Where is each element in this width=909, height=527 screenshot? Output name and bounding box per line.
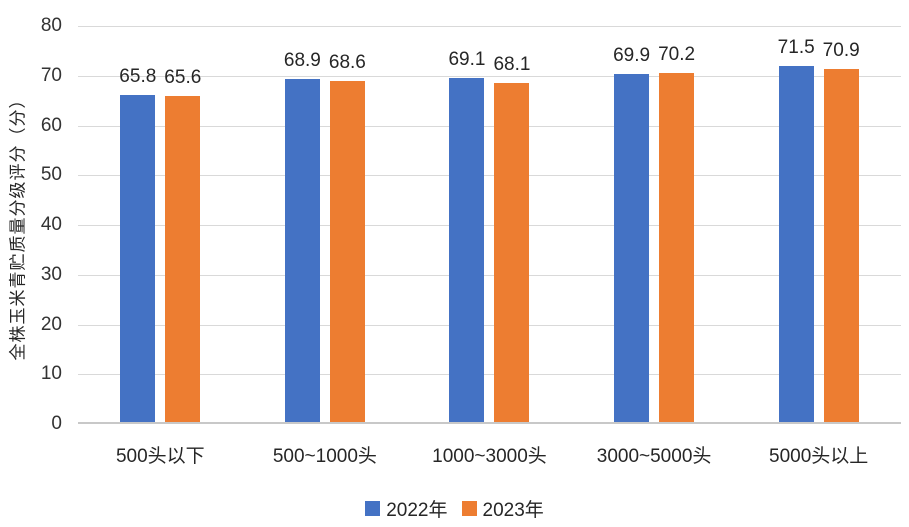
y-tick-label: 20 [40, 313, 62, 335]
gridline [78, 125, 901, 127]
y-tick-label: 70 [40, 64, 62, 86]
bar-value-label: 65.6 [164, 66, 202, 88]
y-tick-label: 60 [40, 114, 62, 136]
legend-item: 2023年 [461, 495, 544, 522]
bar-group: 68.9 68.6 [243, 26, 408, 422]
bar-value-label: 69.9 [613, 45, 651, 67]
bar [449, 78, 485, 422]
bar [494, 83, 530, 422]
x-category-label: 3000~5000头 [596, 446, 712, 467]
gridline [78, 374, 901, 376]
legend-item: 2022年 [365, 495, 448, 522]
plot-area: 65.8 65.6 68.9 68.6 69.1 68.1 69.9 70.2 71.5 70.9 [78, 26, 901, 424]
bar [284, 79, 320, 422]
x-category-label: 1000~3000头 [432, 446, 547, 467]
y-tick-label: 50 [40, 164, 62, 186]
bar [659, 72, 695, 422]
bar [823, 69, 859, 422]
bar-2023年: 68.1 [493, 54, 530, 422]
gridline [78, 274, 901, 276]
bar-value-label: 68.6 [328, 51, 366, 73]
y-tick-label: 40 [40, 214, 62, 235]
bar-2023年: 70.2 [658, 44, 695, 422]
bar-value-label: 68.9 [283, 50, 321, 72]
bar-value-label: 68.1 [493, 54, 531, 76]
x-category-label: 500头以下 [115, 446, 205, 467]
bar-value-label: 71.5 [777, 37, 815, 59]
legend-swatch-icon [365, 501, 381, 516]
legend: 2022年 2023年 [0, 495, 909, 522]
legend-swatch-icon [461, 501, 477, 516]
bar-value-label: 65.8 [119, 65, 157, 87]
bar [778, 66, 814, 422]
bar-2022年: 69.9 [613, 45, 650, 422]
bar-2022年: 69.1 [448, 49, 485, 422]
bar-2022年: 71.5 [778, 37, 815, 422]
x-category-label: 5000头以上 [769, 446, 869, 467]
gridline [78, 324, 901, 326]
bar [165, 95, 201, 422]
bar [120, 94, 156, 422]
bar-group: 69.9 70.2 [572, 26, 737, 422]
bar-value-label: 70.2 [658, 43, 696, 65]
bar-2022年: 65.8 [119, 66, 156, 422]
bar-group: 69.1 68.1 [407, 26, 572, 422]
x-category-label: 500~1000头 [272, 446, 377, 467]
gridline [78, 175, 901, 177]
gridline [78, 75, 901, 77]
bar-value-label: 69.1 [448, 49, 486, 71]
y-tick-label: 80 [40, 15, 62, 36]
y-tick-label: 0 [51, 413, 62, 434]
bar [329, 80, 365, 422]
bar-group: 65.8 65.6 [78, 26, 243, 422]
bar [614, 74, 650, 422]
bar-value-label: 70.9 [822, 40, 860, 62]
x-axis-labels: 500头以下 500~1000头 1000~3000头 3000~5000头 5000头… [78, 441, 901, 468]
legend-label: 2023年 [482, 500, 544, 521]
legend-label: 2022年 [386, 500, 448, 521]
y-axis-ticks: 0 10 20 30 40 50 60 70 80 [0, 15, 64, 434]
bar-groups: 65.8 65.6 68.9 68.6 69.1 68.1 69.9 70.2 71.5 70.9 [78, 26, 901, 422]
bar-2023年: 65.6 [164, 67, 201, 422]
gridline [78, 26, 901, 27]
bar-2022年: 68.9 [284, 50, 321, 422]
bar-2023年: 68.6 [329, 52, 366, 422]
bar-group: 71.5 70.9 [736, 26, 901, 422]
y-tick-label: 10 [40, 363, 62, 385]
bar-2023年: 70.9 [823, 40, 860, 422]
gridline [78, 225, 901, 226]
y-tick-label: 30 [40, 263, 62, 285]
